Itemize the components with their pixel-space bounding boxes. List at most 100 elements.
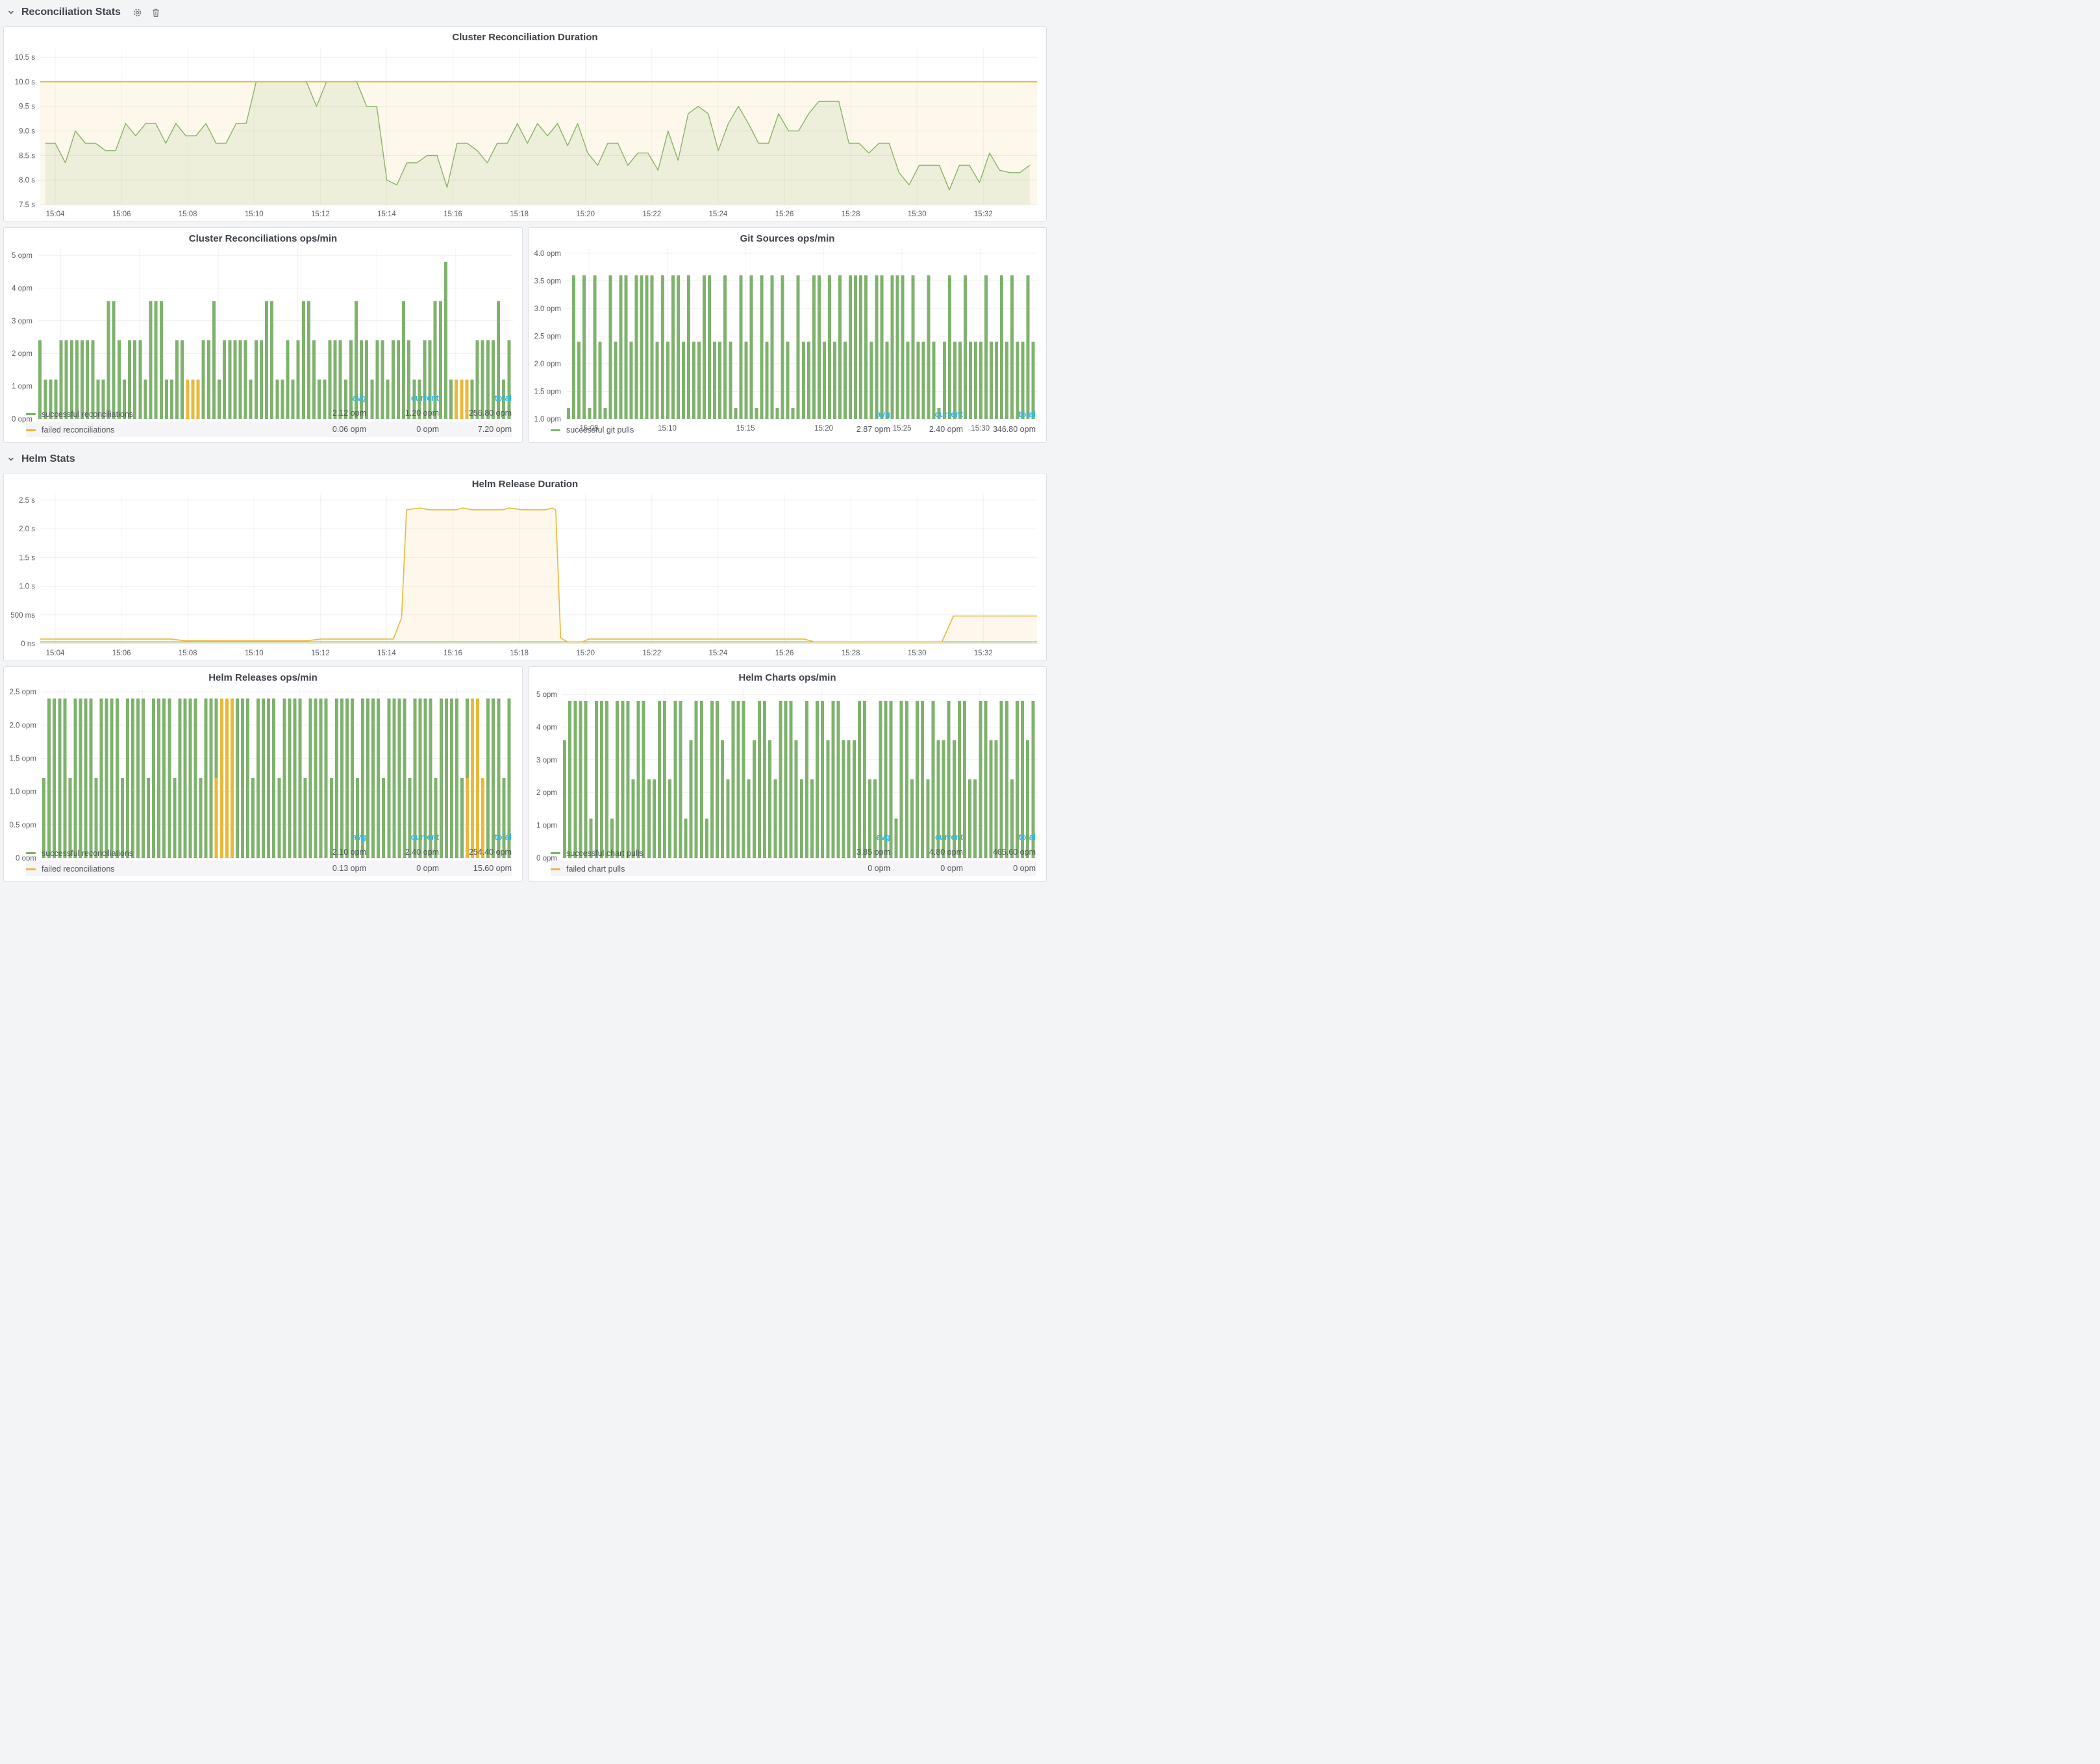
chart-svg: 15:05 15:10 15:15 15:20 15:25 15:30 0 opm 1 opm… bbox=[12, 249, 513, 433]
panel-helm-releases-opm: Helm Releases ops/min 15:05 15:10 15:15 15:… bbox=[3, 666, 523, 882]
git-sources-opm-chart[interactable]: 15:05 15:10 15:15 15:20 15:25 15:30 1.0 opm 1.5… bbox=[529, 246, 1046, 433]
svg-text:15:20: 15:20 bbox=[576, 210, 595, 218]
svg-text:2.0 opm: 2.0 opm bbox=[9, 722, 36, 729]
legend-series-label[interactable]: failed chart pulls bbox=[551, 864, 625, 874]
section-header-helm-stats[interactable]: Helm Stats bbox=[3, 448, 1047, 470]
svg-text:15:16: 15:16 bbox=[444, 649, 462, 657]
legend-value: 256.80 opm bbox=[468, 409, 512, 418]
svg-text:15:15: 15:15 bbox=[209, 425, 228, 433]
svg-text:3 opm: 3 opm bbox=[536, 757, 557, 764]
svg-text:15:12: 15:12 bbox=[311, 210, 330, 218]
section-title: Reconciliation Stats bbox=[21, 6, 121, 18]
svg-text:15:04: 15:04 bbox=[46, 210, 65, 218]
svg-text:15:24: 15:24 bbox=[709, 210, 728, 218]
legend-table: avg current total successful chart pulls 3.8… bbox=[551, 830, 1036, 876]
panel-helm-charts-opm: Helm Charts ops/min 15:05 15:10 15:15 15:20… bbox=[528, 666, 1047, 882]
legend-column-header[interactable]: current bbox=[934, 833, 963, 842]
legend-value: 2.40 opm bbox=[929, 424, 963, 434]
legend-column-header[interactable]: avg bbox=[352, 833, 366, 842]
legend-helm-releases: avg current total successful reconciliation… bbox=[4, 829, 522, 881]
section-header-reconciliation-stats[interactable]: Reconciliation Stats bbox=[3, 1, 1047, 23]
legend-row: failed reconciliations 0.13 opm 0 opm 15.60… bbox=[26, 860, 512, 876]
helm-releases-opm-chart[interactable]: 15:05 15:10 15:15 15:20 15:25 15:30 0 opm 0.5 o… bbox=[4, 685, 522, 872]
svg-text:3.5 opm: 3.5 opm bbox=[534, 277, 561, 285]
svg-text:15:28: 15:28 bbox=[842, 649, 860, 657]
svg-text:15:30: 15:30 bbox=[447, 864, 466, 872]
svg-text:15:20: 15:20 bbox=[814, 425, 833, 433]
panel-title[interactable]: Helm Releases ops/min bbox=[208, 672, 318, 683]
svg-text:10.0 s: 10.0 s bbox=[15, 79, 36, 86]
legend-row: successful reconciliations 2.10 opm 2.40 o… bbox=[26, 844, 512, 861]
panel-title[interactable]: Helm Release Duration bbox=[471, 479, 579, 490]
svg-text:8.5 s: 8.5 s bbox=[19, 152, 35, 160]
legend-column-header[interactable]: avg bbox=[876, 409, 890, 419]
legend-value: 0 opm bbox=[416, 863, 439, 873]
legend-value: 2.10 opm bbox=[332, 848, 366, 857]
legend-value: 2.40 opm bbox=[405, 848, 439, 857]
svg-text:15:15: 15:15 bbox=[736, 425, 755, 433]
legend-column-header[interactable]: total bbox=[1018, 833, 1036, 842]
svg-text:15:24: 15:24 bbox=[709, 649, 728, 657]
svg-text:15:06: 15:06 bbox=[112, 210, 131, 218]
helm-release-duration-chart[interactable]: 15:04 15:06 15:08 15:10 15:12 15:14 15:16 15:18… bbox=[4, 491, 1046, 661]
legend-value: 1.20 opm bbox=[405, 409, 439, 418]
legend-series-label[interactable]: successful git pulls bbox=[551, 425, 634, 435]
series-color-dash-icon bbox=[551, 429, 560, 431]
panel-title[interactable]: Cluster Reconciliations ops/min bbox=[188, 233, 338, 244]
svg-text:15:05: 15:05 bbox=[55, 864, 74, 872]
legend-column-header[interactable]: current bbox=[934, 409, 963, 419]
svg-text:2.5 opm: 2.5 opm bbox=[534, 333, 561, 340]
svg-text:4 opm: 4 opm bbox=[536, 724, 557, 732]
svg-text:15:30: 15:30 bbox=[971, 864, 990, 872]
svg-text:15:10: 15:10 bbox=[131, 425, 149, 433]
legend-row: failed reconciliations 0.06 opm 0 opm 7.20 … bbox=[26, 421, 512, 437]
legend-series-label[interactable]: successful chart pulls bbox=[551, 849, 644, 858]
svg-text:1.5 opm: 1.5 opm bbox=[534, 388, 561, 396]
series-color-dash-icon bbox=[551, 852, 560, 854]
svg-text:15:25: 15:25 bbox=[369, 864, 388, 872]
panel-title[interactable]: Cluster Reconciliation Duration bbox=[452, 32, 598, 43]
legend-column-header[interactable]: total bbox=[494, 394, 512, 403]
legend-series-label[interactable]: successful reconciliations bbox=[26, 849, 133, 858]
svg-text:15:05: 15:05 bbox=[51, 425, 70, 433]
series-color-dash-icon bbox=[26, 852, 36, 854]
legend-value: 0 opm bbox=[1013, 863, 1036, 873]
svg-text:15:18: 15:18 bbox=[510, 649, 529, 657]
svg-text:15:20: 15:20 bbox=[576, 649, 595, 657]
legend-helm-charts: avg current total successful chart pulls 3.8… bbox=[529, 829, 1046, 881]
svg-text:15:32: 15:32 bbox=[974, 210, 993, 218]
legend-series-label[interactable]: successful reconciliations bbox=[26, 410, 133, 419]
panel-title[interactable]: Git Sources ops/min bbox=[740, 233, 835, 244]
svg-text:15:30: 15:30 bbox=[447, 425, 466, 433]
legend-column-header[interactable]: total bbox=[1018, 409, 1036, 419]
legend-column-header[interactable]: avg bbox=[352, 394, 366, 403]
legend-value: 15.60 opm bbox=[473, 863, 512, 873]
cluster-reconciliations-opm-chart[interactable]: 15:05 15:10 15:15 15:20 15:25 15:30 0 opm 1 opm… bbox=[4, 246, 522, 433]
svg-text:0 ns: 0 ns bbox=[21, 640, 35, 648]
legend-series-label[interactable]: failed reconciliations bbox=[26, 425, 115, 435]
legend-column-header[interactable]: avg bbox=[876, 833, 890, 842]
svg-text:15:26: 15:26 bbox=[775, 649, 794, 657]
panel-title[interactable]: Helm Charts ops/min bbox=[738, 672, 836, 683]
trash-icon[interactable] bbox=[151, 8, 160, 18]
svg-text:4 opm: 4 opm bbox=[12, 285, 32, 293]
legend-column-header[interactable]: total bbox=[494, 833, 512, 842]
gear-icon[interactable] bbox=[132, 8, 142, 18]
legend-value: 465.60 opm bbox=[992, 848, 1036, 857]
legend-column-header[interactable]: current bbox=[410, 394, 439, 403]
cluster-reconciliation-duration-chart[interactable]: 15:04 15:06 15:08 15:10 15:12 15:14 15:16 15:18… bbox=[4, 44, 1046, 221]
chart-svg: 15:05 15:10 15:15 15:20 15:25 15:30 0 opm 0.5 o… bbox=[9, 688, 513, 872]
helm-charts-opm-chart[interactable]: 15:05 15:10 15:15 15:20 15:25 15:30 0 opm 1 opm… bbox=[529, 685, 1046, 872]
svg-text:0 opm: 0 opm bbox=[16, 855, 36, 863]
section-title: Helm Stats bbox=[21, 453, 75, 464]
svg-text:4.0 opm: 4.0 opm bbox=[534, 250, 561, 258]
svg-text:2.0 s: 2.0 s bbox=[19, 525, 35, 533]
legend-series-label[interactable]: failed reconciliations bbox=[26, 864, 115, 874]
svg-text:1 opm: 1 opm bbox=[536, 822, 557, 830]
svg-text:15:15: 15:15 bbox=[212, 864, 231, 872]
legend-column-header[interactable]: current bbox=[410, 833, 439, 842]
series-color-dash-icon bbox=[26, 413, 36, 415]
svg-text:0 opm: 0 opm bbox=[536, 855, 557, 863]
svg-text:5 opm: 5 opm bbox=[536, 691, 557, 699]
legend-value: 0 opm bbox=[416, 424, 439, 434]
